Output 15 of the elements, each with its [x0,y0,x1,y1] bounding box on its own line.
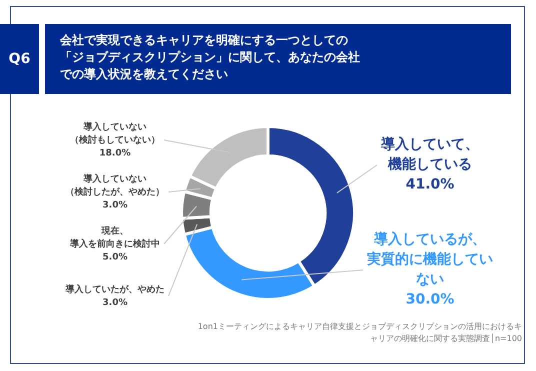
slice-label: 導入していない（検討したが、やめた） [66,173,164,198]
chart-subtitle: Q6 [0,24,39,94]
data-label: 5.0% [102,252,128,262]
data-label: 3.0% [102,200,128,210]
data-label: 18.0% [99,148,131,158]
data-label: 30.0% [406,292,454,308]
slice-label: 導入しているが、実質的に機能していない [367,230,493,288]
data-label: 41.0% [406,176,454,193]
chart-title: 会社で実現できるキャリアを明確にする一つとしての「ジョブディスクリプション」に関して、あなたの会社での導入状況を教えてください [60,32,361,83]
slice-label: 導入していたが、やめた [64,284,164,295]
slice-label: 導入していて、機能している [380,136,479,173]
data-label: 3.0% [102,298,128,308]
text: 1on1ミーティングによるキャリア自律支援とジョブディスクリプションの活用におけるキャリアの明確化に関する実態調査│n=100 [196,321,522,345]
slice-label: 現在、導入を前向きに検討中 [69,225,160,250]
slice-label: 導入していない（検討もしていない） [70,121,160,146]
